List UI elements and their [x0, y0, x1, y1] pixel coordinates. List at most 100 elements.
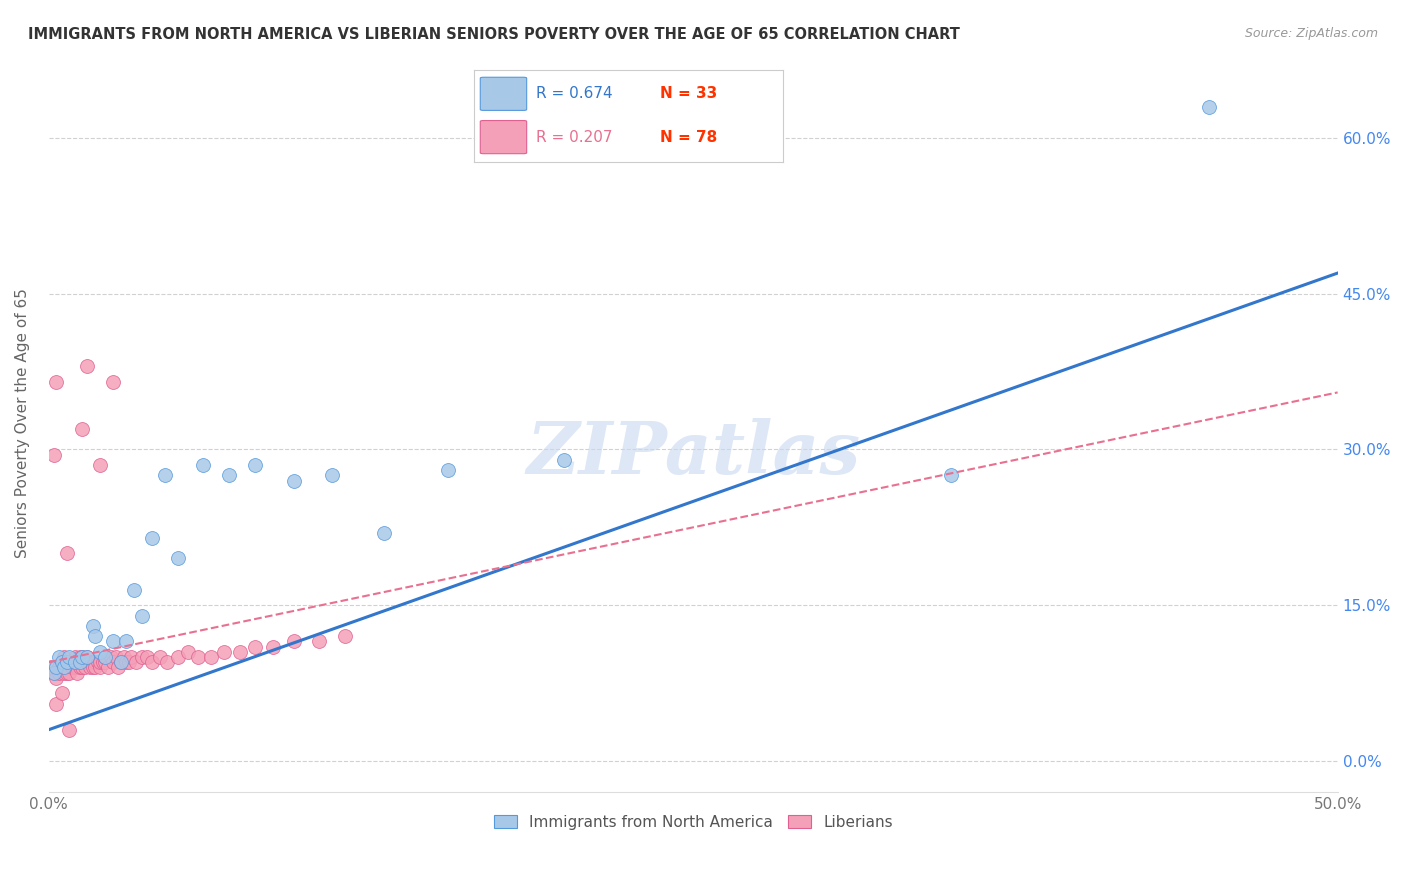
- Point: [94, 655, 117, 669]
- Point: [63, 650, 86, 665]
- Point: [89, 645, 111, 659]
- Point: [89, 655, 111, 669]
- Point: [200, 650, 222, 665]
- Point: [84, 660, 107, 674]
- Point: [94, 650, 117, 665]
- Point: [91, 655, 114, 669]
- Point: [125, 655, 148, 669]
- Point: [73, 655, 96, 669]
- Point: [45, 375, 67, 389]
- Point: [72, 650, 94, 665]
- Point: [56, 655, 79, 669]
- Point: [53, 660, 76, 674]
- Point: [72, 422, 94, 436]
- Point: [153, 468, 176, 483]
- Legend: Immigrants from North America, Liberians: Immigrants from North America, Liberians: [488, 809, 898, 836]
- Point: [243, 458, 266, 472]
- Point: [69, 650, 91, 665]
- Point: [63, 655, 86, 669]
- Point: [177, 645, 200, 659]
- Point: [110, 655, 132, 669]
- Point: [66, 665, 89, 680]
- Point: [939, 468, 962, 483]
- Point: [107, 660, 129, 674]
- Point: [79, 655, 101, 669]
- Point: [82, 619, 104, 633]
- Point: [60, 655, 83, 669]
- Point: [84, 655, 107, 669]
- Point: [373, 525, 395, 540]
- Point: [72, 660, 94, 674]
- Point: [118, 655, 141, 669]
- Point: [103, 375, 125, 389]
- Point: [283, 474, 305, 488]
- Point: [112, 650, 135, 665]
- Point: [1198, 100, 1220, 114]
- Point: [553, 453, 575, 467]
- Point: [308, 634, 330, 648]
- Point: [51, 655, 73, 669]
- Point: [218, 468, 240, 483]
- Point: [41, 660, 63, 674]
- Point: [76, 359, 98, 374]
- Point: [103, 634, 125, 648]
- Point: [56, 546, 79, 560]
- Point: [45, 697, 67, 711]
- Point: [228, 645, 250, 659]
- Point: [51, 686, 73, 700]
- Point: [73, 660, 96, 674]
- Point: [60, 660, 83, 674]
- Point: [131, 650, 153, 665]
- Point: [53, 650, 76, 665]
- Point: [141, 531, 163, 545]
- Point: [187, 650, 209, 665]
- Point: [84, 629, 107, 643]
- Point: [104, 650, 127, 665]
- Point: [42, 665, 65, 680]
- Point: [135, 650, 157, 665]
- Point: [115, 655, 138, 669]
- Point: [58, 665, 80, 680]
- Point: [193, 458, 215, 472]
- Point: [122, 582, 145, 597]
- Point: [82, 655, 104, 669]
- Point: [63, 660, 86, 674]
- Point: [42, 448, 65, 462]
- Point: [156, 655, 179, 669]
- Point: [131, 608, 153, 623]
- Point: [76, 650, 98, 665]
- Point: [110, 655, 132, 669]
- Text: IMMIGRANTS FROM NORTH AMERICA VS LIBERIAN SENIORS POVERTY OVER THE AGE OF 65 COR: IMMIGRANTS FROM NORTH AMERICA VS LIBERIA…: [28, 27, 960, 42]
- Point: [149, 650, 172, 665]
- Point: [76, 655, 98, 669]
- Point: [212, 645, 235, 659]
- Point: [69, 655, 91, 669]
- Point: [69, 655, 91, 669]
- Point: [63, 655, 86, 669]
- Point: [87, 655, 110, 669]
- Point: [141, 655, 163, 669]
- Point: [97, 660, 120, 674]
- Point: [89, 660, 111, 674]
- Point: [51, 655, 73, 669]
- Point: [76, 650, 98, 665]
- Point: [58, 650, 80, 665]
- Text: Source: ZipAtlas.com: Source: ZipAtlas.com: [1244, 27, 1378, 40]
- Point: [94, 650, 117, 665]
- Point: [53, 665, 76, 680]
- Point: [48, 660, 70, 674]
- Point: [166, 650, 188, 665]
- Point: [56, 665, 79, 680]
- Point: [45, 660, 67, 674]
- Text: ZIPatlas: ZIPatlas: [526, 417, 860, 489]
- Point: [82, 660, 104, 674]
- Point: [115, 634, 138, 648]
- Point: [103, 655, 125, 669]
- Point: [79, 660, 101, 674]
- Point: [69, 660, 91, 674]
- Point: [262, 640, 284, 654]
- Point: [120, 650, 142, 665]
- Point: [48, 650, 70, 665]
- Point: [166, 551, 188, 566]
- Point: [335, 629, 357, 643]
